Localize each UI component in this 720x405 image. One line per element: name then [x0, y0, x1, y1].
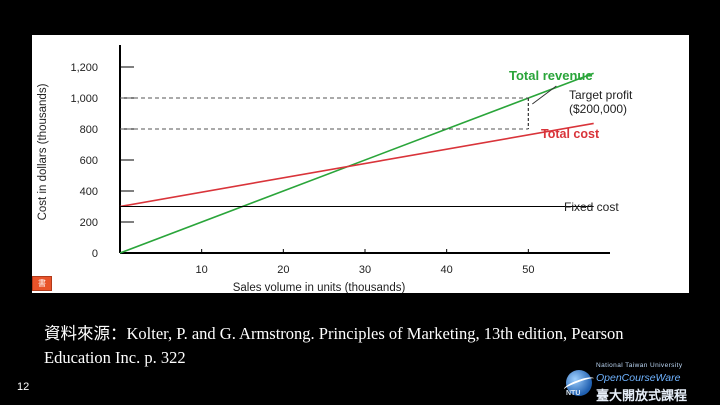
- y-tick-label-200: 200: [80, 217, 98, 229]
- x-tick-label-50: 50: [522, 264, 534, 276]
- page-number: 12: [17, 381, 30, 393]
- x-tick-label-20: 20: [277, 264, 289, 276]
- x-axis-title: Sales volume in units (thousands): [233, 282, 406, 293]
- logo-name-text: OpenCourseWare: [596, 372, 681, 384]
- book-icon: 書: [32, 276, 52, 291]
- y-tick-label-400: 400: [80, 186, 98, 198]
- y-tick-label-600: 600: [80, 155, 98, 167]
- x-tick-label-10: 10: [196, 264, 208, 276]
- logo-university-text: National Taiwan University: [596, 362, 683, 369]
- total-cost-label: Total cost: [541, 127, 600, 141]
- logo-abbr-text: NTU: [566, 390, 581, 397]
- ntu-opencourseware-logo: National Taiwan University OpenCourseWar…: [564, 360, 716, 404]
- total-cost-line: [119, 122, 594, 208]
- y-axis-title: Cost in dollars (thousands): [37, 83, 49, 220]
- breakeven-chart: 0 200 400 600 800 1,000 1,200 10 20 30 40 50 Sales v…: [37, 45, 633, 293]
- y-tick-label-0: 0: [92, 248, 98, 260]
- total-revenue-line: [119, 72, 594, 254]
- y-tick-label-800: 800: [80, 124, 98, 136]
- source-citation: 資料來源：Kolter, P. and G. Armstrong. Princi…: [44, 324, 624, 367]
- fixed-cost-label: Fixed cost: [564, 200, 619, 214]
- x-tick-label-40: 40: [441, 264, 453, 276]
- chart-panel: 0 200 400 600 800 1,000 1,200 10 20 30 40 50 Sales v…: [32, 35, 689, 293]
- target-profit-label: Target profit: [569, 88, 633, 102]
- total-revenue-label: Total revenue: [509, 68, 593, 83]
- y-tick-label-1200: 1,200: [70, 62, 98, 74]
- y-tick-label-1000: 1,000: [70, 93, 98, 105]
- x-tick-label-30: 30: [359, 264, 371, 276]
- globe-icon: [566, 370, 592, 396]
- logo-chinese-text: 臺大開放式課程: [596, 389, 688, 404]
- target-profit-value: ($200,000): [569, 102, 627, 116]
- annotation-leader: [532, 85, 557, 105]
